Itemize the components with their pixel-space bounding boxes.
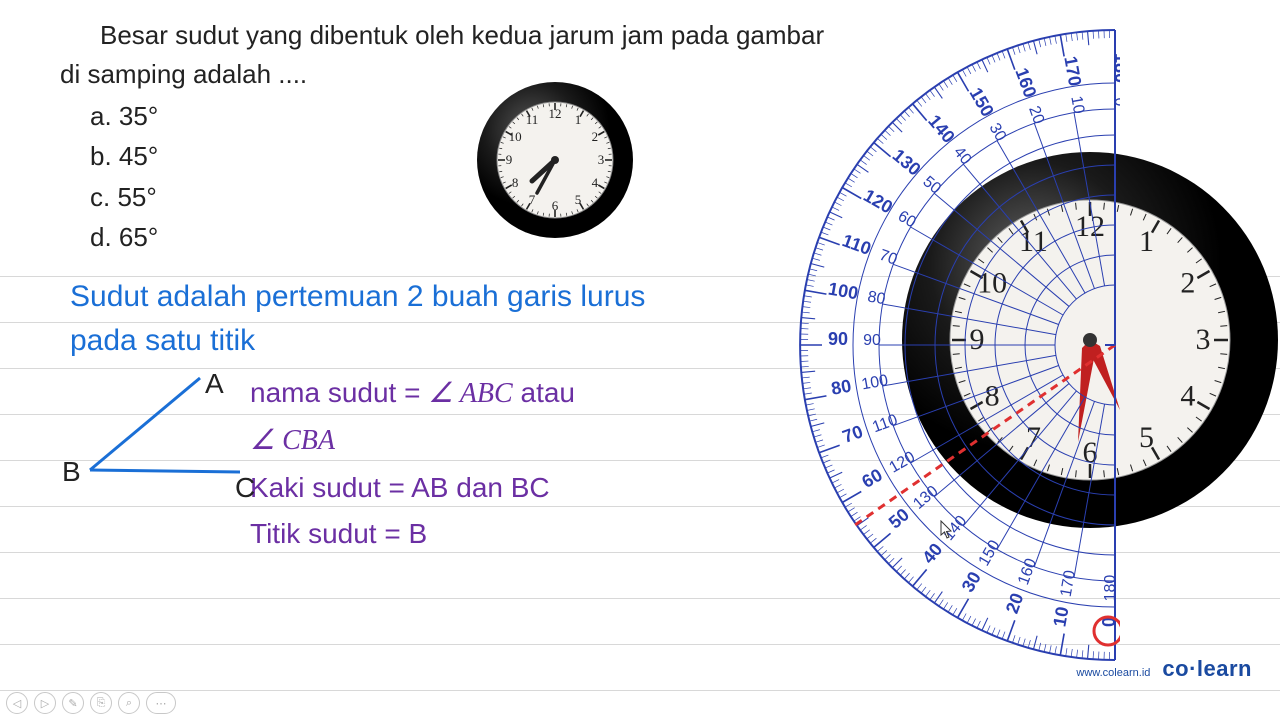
svg-text:0: 0 bbox=[1111, 98, 1120, 107]
svg-text:3: 3 bbox=[1196, 323, 1211, 356]
svg-text:60: 60 bbox=[895, 208, 919, 232]
svg-text:90: 90 bbox=[863, 332, 881, 349]
svg-text:70: 70 bbox=[840, 421, 866, 447]
svg-text:8: 8 bbox=[512, 175, 519, 190]
angle-definition: Sudut adalah pertemuan 2 buah garis luru… bbox=[70, 275, 710, 362]
svg-text:10: 10 bbox=[509, 129, 522, 144]
angle-vertex: Titik sudut = B bbox=[250, 511, 575, 557]
zoom-button[interactable]: ⌕ bbox=[118, 692, 140, 714]
svg-text:2: 2 bbox=[592, 129, 599, 144]
footer-url: www.colearn.id bbox=[1076, 667, 1150, 679]
svg-text:20: 20 bbox=[1025, 104, 1047, 127]
svg-text:100: 100 bbox=[827, 279, 860, 304]
svg-text:180: 180 bbox=[1111, 53, 1120, 83]
svg-text:1: 1 bbox=[1139, 225, 1154, 258]
svg-text:4: 4 bbox=[592, 175, 599, 190]
svg-text:130: 130 bbox=[889, 145, 925, 180]
angle-diagram: A B C bbox=[70, 370, 240, 510]
svg-text:50: 50 bbox=[919, 173, 944, 198]
svg-text:50: 50 bbox=[885, 504, 913, 532]
svg-text:11: 11 bbox=[526, 112, 539, 127]
svg-text:30: 30 bbox=[986, 120, 1010, 144]
angle-legs: Kaki sudut = AB dan BC bbox=[250, 465, 575, 511]
footer: www.colearn.id co·learn bbox=[1076, 656, 1252, 682]
svg-text:60: 60 bbox=[858, 465, 885, 492]
clock-small: 121234567891011 bbox=[475, 80, 635, 240]
svg-text:140: 140 bbox=[924, 111, 959, 147]
svg-text:10: 10 bbox=[1067, 95, 1087, 116]
angle-name-line2: ∠ CBA bbox=[250, 417, 575, 464]
svg-text:10: 10 bbox=[1049, 605, 1072, 628]
angle-name-line1: nama sudut = ∠ ABC atau bbox=[250, 370, 575, 417]
pen-button[interactable]: ✎ bbox=[62, 692, 84, 714]
label-A: A bbox=[205, 368, 224, 400]
svg-text:40: 40 bbox=[918, 539, 946, 567]
more-button[interactable]: ⋯ bbox=[146, 692, 176, 714]
svg-text:9: 9 bbox=[506, 152, 513, 167]
svg-text:170: 170 bbox=[1058, 569, 1079, 598]
angle-section: A B C nama sudut = ∠ ABC atau ∠ CBA Kaki… bbox=[70, 370, 710, 557]
svg-text:1: 1 bbox=[575, 112, 582, 127]
svg-text:20: 20 bbox=[1002, 590, 1028, 616]
cursor-icon bbox=[940, 520, 954, 540]
svg-text:170: 170 bbox=[1060, 55, 1085, 88]
svg-text:4: 4 bbox=[1180, 379, 1195, 412]
svg-text:160: 160 bbox=[1011, 65, 1040, 100]
svg-text:150: 150 bbox=[966, 84, 998, 120]
svg-text:2: 2 bbox=[1180, 266, 1195, 299]
angle-properties: nama sudut = ∠ ABC atau ∠ CBA Kaki sudut… bbox=[250, 370, 575, 557]
svg-text:40: 40 bbox=[950, 144, 975, 169]
svg-text:80: 80 bbox=[866, 288, 887, 308]
toolbar: ◁ ▷ ✎ ⎘ ⌕ ⋯ bbox=[6, 692, 176, 714]
svg-text:120: 120 bbox=[860, 185, 896, 217]
svg-text:100: 100 bbox=[860, 372, 889, 393]
explanation-block: Sudut adalah pertemuan 2 buah garis luru… bbox=[70, 275, 710, 557]
svg-text:130: 130 bbox=[910, 483, 941, 513]
next-button[interactable]: ▷ bbox=[34, 692, 56, 714]
prev-button[interactable]: ◁ bbox=[6, 692, 28, 714]
protractor: 1801701601501401301201101009080706050403… bbox=[770, 25, 1120, 665]
svg-text:30: 30 bbox=[958, 568, 985, 595]
svg-text:90: 90 bbox=[828, 329, 848, 349]
svg-text:180: 180 bbox=[1102, 575, 1119, 602]
svg-text:80: 80 bbox=[830, 376, 853, 399]
label-B: B bbox=[62, 456, 81, 488]
svg-text:150: 150 bbox=[976, 537, 1004, 569]
copy-button[interactable]: ⎘ bbox=[90, 692, 112, 714]
footer-logo: co·learn bbox=[1162, 656, 1252, 682]
label-C: C bbox=[235, 472, 255, 504]
svg-text:3: 3 bbox=[598, 152, 605, 167]
svg-text:120: 120 bbox=[886, 449, 918, 477]
